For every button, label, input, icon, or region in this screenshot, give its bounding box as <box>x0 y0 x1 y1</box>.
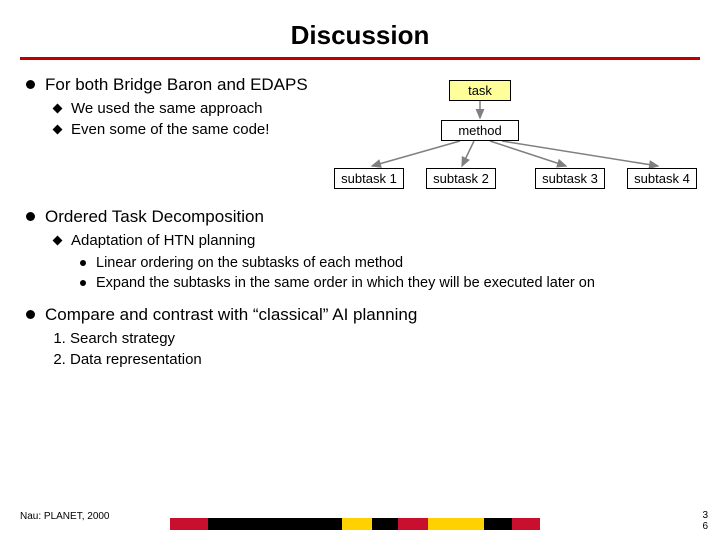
bullet-1-text: For both Bridge Baron and EDAPS <box>45 74 308 97</box>
bullet-icon <box>26 310 35 319</box>
footer-bar-segment <box>398 518 428 530</box>
subtask1-label: subtask 1 <box>341 171 397 186</box>
task-box: task <box>449 80 511 101</box>
footer-bar-segment <box>208 518 342 530</box>
footer-page-top: 3 <box>702 510 708 521</box>
method-box: method <box>441 120 519 141</box>
method-label: method <box>458 123 501 138</box>
bullet-2-text: Ordered Task Decomposition <box>45 206 264 229</box>
slide-content: For both Bridge Baron and EDAPS We used … <box>0 74 720 370</box>
bullet-3-n2: Data representation <box>70 350 694 370</box>
slide-footer: Nau: PLANET, 2000 3 6 <box>0 506 720 540</box>
subtask3-label: subtask 3 <box>542 171 598 186</box>
subtask2-label: subtask 2 <box>433 171 489 186</box>
bullet-icon <box>26 80 35 89</box>
bullet-3-n1-text: Search strategy <box>70 330 175 347</box>
bullet-2-sub1: Adaptation of HTN planning <box>54 231 694 251</box>
bullet-3-text: Compare and contrast with “classical” AI… <box>45 304 417 327</box>
subtask4-box: subtask 4 <box>627 168 697 189</box>
bullet-2-sub1a-text: Linear ordering on the subtasks of each … <box>96 254 403 274</box>
small-bullet-icon <box>80 280 86 286</box>
subtask4-label: subtask 4 <box>634 171 690 186</box>
footer-bar-segment <box>484 518 512 530</box>
slide-title: Discussion <box>0 0 720 57</box>
subtask2-box: subtask 2 <box>426 168 496 189</box>
subtask1-box: subtask 1 <box>334 168 404 189</box>
bullet-2-sub1a: Linear ordering on the subtasks of each … <box>80 254 694 274</box>
bullet-2: Ordered Task Decomposition Adaptation of… <box>26 206 694 293</box>
slide-title-text: Discussion <box>291 20 430 50</box>
bullet-3-n1: Search strategy <box>70 329 694 349</box>
diamond-icon <box>53 125 63 135</box>
footer-page-number: 3 6 <box>702 510 708 532</box>
bullet-1-sub2-text: Even some of the same code! <box>71 120 269 140</box>
small-bullet-icon <box>80 260 86 266</box>
bullet-icon <box>26 212 35 221</box>
footer-citation: Nau: PLANET, 2000 <box>20 511 110 522</box>
bullet-2-sub1-text: Adaptation of HTN planning <box>71 231 255 251</box>
task-label: task <box>468 83 492 98</box>
footer-logo-bar <box>170 518 540 530</box>
bullet-3-n2-text: Data representation <box>70 351 202 368</box>
bullet-1-sub2: Even some of the same code! <box>54 120 694 140</box>
footer-bar-segment <box>372 518 398 530</box>
bullet-2-sub1b: Expand the subtasks in the same order in… <box>80 274 694 294</box>
footer-bar-segment <box>170 518 208 530</box>
bullet-1-sub1: We used the same approach <box>54 99 694 119</box>
subtask3-box: subtask 3 <box>535 168 605 189</box>
bullet-1: For both Bridge Baron and EDAPS We used … <box>26 74 694 140</box>
bullet-2-sub1b-text: Expand the subtasks in the same order in… <box>96 274 595 294</box>
bullet-3: Compare and contrast with “classical” AI… <box>26 304 694 370</box>
bullet-1-sub1-text: We used the same approach <box>71 99 263 119</box>
footer-page-bottom: 6 <box>702 521 708 532</box>
footer-bar-segment <box>512 518 540 530</box>
title-underline <box>20 57 700 60</box>
diamond-icon <box>53 236 63 246</box>
footer-bar-segment <box>428 518 484 530</box>
footer-bar-segment <box>342 518 372 530</box>
diamond-icon <box>53 103 63 113</box>
